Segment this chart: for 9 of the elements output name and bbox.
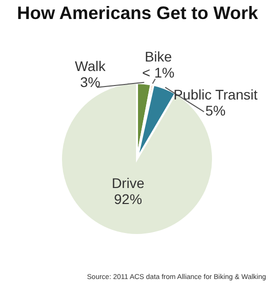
slice-label: Walk: [74, 58, 107, 74]
data-label: 5%: [205, 102, 226, 119]
slice-label: Public Transit: [173, 86, 258, 103]
chart-title: How Americans Get to Work: [16, 3, 260, 23]
slice-label: Bike: [144, 48, 172, 64]
slice-label: Drive: [112, 175, 145, 191]
data-label: 3%: [80, 74, 100, 90]
data-label: < 1%: [142, 64, 174, 80]
data-label: 92%: [114, 191, 142, 207]
